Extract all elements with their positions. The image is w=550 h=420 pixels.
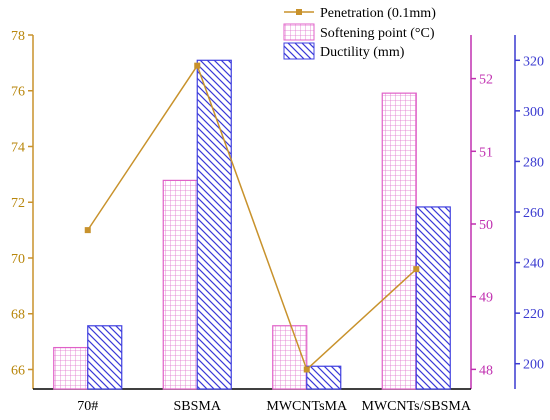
bar-softening-point	[53, 346, 89, 390]
bar-ductility	[306, 365, 342, 390]
right-axis-tick-label: 220	[523, 307, 544, 322]
middle-axis-tick-label: 48	[479, 363, 493, 378]
legend: Penetration (0.1mm) Softening point (°C)…	[283, 6, 436, 60]
left-axis-ticks: 66 68 70 72 74 76 78	[11, 29, 33, 378]
legend-label-softening: Softening point (°C)	[320, 26, 435, 41]
category-label: SBSMA	[174, 399, 222, 414]
bar-ductility	[87, 325, 123, 390]
category-label: MWCNTs/SBSMA	[362, 399, 472, 414]
left-axis-tick-label: 78	[11, 29, 25, 44]
right-axis-tick-label: 280	[523, 155, 544, 170]
legend-label-penetration: Penetration (0.1mm)	[320, 6, 436, 21]
left-axis-tick-label: 70	[11, 252, 25, 267]
category-labels: 70# SBSMA MWCNTsMA MWCNTs/SBSMA	[77, 399, 472, 414]
penetration-point	[413, 266, 420, 273]
legend-label-ductility: Ductility (mm)	[320, 45, 405, 60]
left-axis-tick-label: 76	[11, 85, 25, 100]
category-label: MWCNTsMA	[266, 399, 348, 414]
middle-axis-ticks: 48 49 50 51 52	[471, 73, 493, 378]
right-axis-tick-label: 200	[523, 358, 544, 373]
category-label: 70#	[77, 399, 98, 414]
penetration-point	[194, 62, 201, 69]
middle-axis-tick-label: 51	[479, 145, 493, 160]
bar-ductility	[415, 206, 451, 390]
penetration-line	[84, 62, 420, 373]
left-axis-tick-label: 66	[11, 363, 25, 378]
penetration-point	[303, 366, 310, 373]
bar-softening-point	[272, 325, 308, 390]
right-axis-ticks: 200 220 240 260 280 300 320	[515, 54, 544, 373]
left-axis-tick-label: 72	[11, 196, 25, 211]
penetration-point	[84, 227, 91, 234]
left-axis-tick-label: 68	[11, 308, 25, 323]
middle-axis-tick-label: 50	[479, 218, 493, 233]
legend-swatch-softening	[283, 23, 315, 41]
bars	[53, 59, 451, 390]
legend-line-point	[296, 9, 302, 15]
bar-ductility	[196, 59, 232, 390]
right-axis-tick-label: 320	[523, 54, 544, 69]
right-axis-tick-label: 260	[523, 206, 544, 221]
legend-swatch-ductility	[283, 42, 315, 60]
middle-axis-tick-label: 52	[479, 73, 493, 88]
right-axis-tick-label: 240	[523, 257, 544, 272]
bar-softening-point	[162, 179, 198, 390]
right-axis-tick-label: 300	[523, 105, 544, 120]
middle-axis-tick-label: 49	[479, 291, 493, 306]
left-axis-tick-label: 74	[11, 140, 25, 155]
penetration-line-path	[87, 64, 417, 371]
bar-softening-point	[381, 92, 417, 390]
